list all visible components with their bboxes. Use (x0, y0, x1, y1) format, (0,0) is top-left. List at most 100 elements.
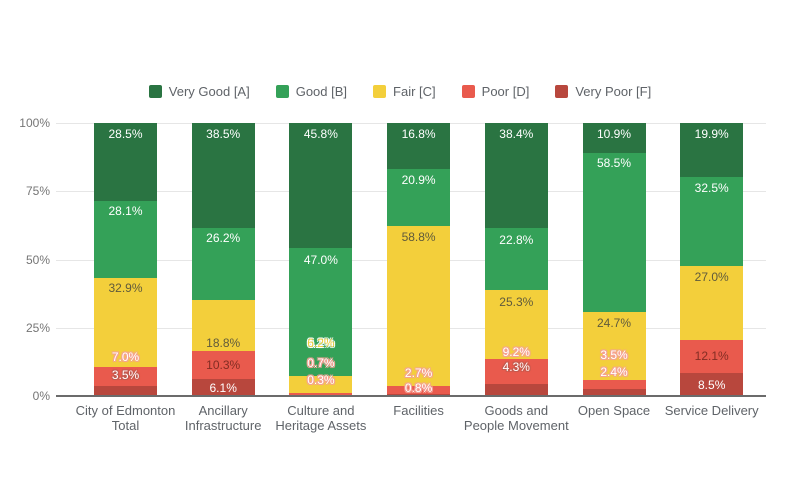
legend-item[interactable]: Poor [D] (461, 84, 530, 99)
bar-segment[interactable] (680, 177, 744, 267)
x-axis-category-line: Ancillary (198, 403, 248, 418)
bar-segment[interactable] (94, 123, 157, 201)
bar-segment[interactable] (94, 200, 157, 278)
segment-value-label: 28.1% (108, 203, 143, 218)
segment-value-label: 18.8% (206, 336, 241, 351)
segment-value-label: 19.9% (694, 127, 729, 142)
segment-value-label: 27.0% (694, 269, 729, 284)
bar-segment[interactable] (582, 152, 646, 313)
segment-value-label: 6.1% (209, 381, 237, 396)
x-axis-category-line: Open Space (577, 403, 651, 418)
segment-value-label: 10.3% (206, 357, 241, 372)
bar-segment[interactable] (191, 228, 255, 300)
bar-segment[interactable] (484, 384, 548, 396)
bar-segment[interactable] (582, 389, 646, 396)
bar-segment[interactable] (582, 312, 646, 380)
segment-value-label: 32.5% (694, 180, 729, 195)
bar-segment[interactable] (94, 277, 157, 368)
bar-segment[interactable] (289, 248, 353, 377)
x-axis-category-line: City of Edmonton (75, 403, 176, 418)
x-axis-category-label: City of Edmonton Total (61, 403, 191, 433)
legend-label: Fair [C] (393, 84, 436, 99)
segment-value-label: 16.8% (401, 126, 436, 141)
bar-segment[interactable] (94, 367, 157, 387)
bar-segment[interactable] (680, 339, 744, 373)
bar-segment[interactable] (387, 168, 451, 226)
legend: Very Good [A] Good [B] Fair [C] Poor [D] Ver… (0, 84, 800, 99)
segment-value-label: 0.8% (404, 381, 433, 396)
legend-item[interactable]: Fair [C] (373, 84, 436, 99)
segment-value-label: 47.0% (303, 252, 338, 267)
bar-segment[interactable] (289, 376, 353, 394)
segment-value-label: 8.5% (698, 378, 726, 393)
bar-segment[interactable] (582, 379, 646, 390)
bar-segment[interactable] (191, 299, 255, 352)
x-axis-category-line: Facilities (393, 403, 444, 418)
legend-item[interactable]: Very Good [A] (148, 84, 250, 99)
bar-segment[interactable] (94, 386, 157, 396)
bar-segment[interactable] (387, 393, 451, 396)
segment-value-label: 24.7% (596, 316, 632, 331)
y-axis-tick-label: 75% (25, 184, 50, 199)
bar-segment[interactable] (484, 227, 548, 291)
legend-label: Poor [D] (481, 84, 530, 99)
x-axis-category-line: Culture and (287, 403, 355, 418)
bar-segment[interactable] (680, 123, 744, 178)
bar-segment[interactable] (387, 386, 451, 394)
segment-value-label: 25.3% (499, 294, 534, 309)
bar-segment[interactable] (191, 351, 255, 380)
legend-swatch (148, 85, 162, 98)
x-axis-category-label: Service Delivery (647, 403, 777, 418)
legend-swatch (461, 85, 475, 98)
segment-value-label: 28.5% (108, 126, 143, 141)
bar-segment[interactable] (484, 123, 548, 228)
segment-value-label: 0.7% (307, 355, 335, 370)
segment-value-label: 45.8% (303, 126, 338, 141)
segment-value-label: 2.7% (404, 366, 433, 381)
segment-value-label: 38.5% (206, 126, 241, 141)
x-axis-category-line: Service Delivery (664, 403, 759, 418)
x-axis-category-label: Facilities (354, 403, 484, 418)
legend-label: Very Poor [F] (575, 84, 652, 99)
segment-value-label: 3.5% (600, 348, 628, 363)
bar-segment[interactable] (191, 379, 255, 396)
legend-swatch (555, 85, 569, 98)
segment-value-label: 22.8% (499, 232, 534, 247)
legend-label: Good [B] (295, 84, 348, 99)
legend-swatch (275, 85, 289, 98)
bar-segment[interactable] (387, 123, 451, 169)
x-axis-category-line: Total (111, 418, 140, 433)
bar-segment[interactable] (680, 372, 744, 396)
x-axis-line (56, 395, 766, 397)
segment-value-label: 32.9% (108, 281, 143, 296)
segment-value-label: 38.4% (499, 126, 534, 141)
bar-segment[interactable] (289, 393, 353, 396)
bar-segment[interactable] (582, 123, 646, 153)
bar-segment[interactable] (191, 123, 255, 229)
bar-segment[interactable] (484, 290, 548, 360)
y-axis-tick-label: 0% (32, 389, 50, 403)
x-axis-category-label: Open Space (549, 403, 679, 418)
x-axis-category-label: Goods and People Movement (451, 403, 581, 433)
segment-value-label: 58.8% (401, 230, 436, 245)
segment-value-label: 12.1% (694, 349, 729, 364)
x-axis-category-label: Ancillary Infrastructure (158, 403, 288, 433)
bar-segment[interactable] (289, 123, 353, 249)
segment-value-label: 6.2% (307, 336, 335, 351)
y-axis-tick-label: 25% (25, 320, 50, 335)
segment-value-label: 58.5% (596, 156, 632, 171)
y-axis-tick-label: 50% (25, 252, 50, 267)
bar-segment[interactable] (680, 266, 744, 340)
legend-item[interactable]: Good [B] (275, 84, 348, 99)
bar-segment[interactable] (387, 225, 451, 387)
x-axis-category-line: Goods and (484, 403, 549, 418)
legend-swatch (373, 85, 387, 98)
legend-item[interactable]: Very Poor [F] (555, 84, 651, 99)
bar-segment[interactable] (484, 359, 548, 385)
x-axis-category-line: Infrastructure (184, 418, 262, 433)
legend-label: Very Good [A] (168, 84, 250, 99)
segment-value-label: 7.0% (111, 349, 140, 364)
x-axis-category-label: Culture and Heritage Assets (256, 403, 386, 433)
